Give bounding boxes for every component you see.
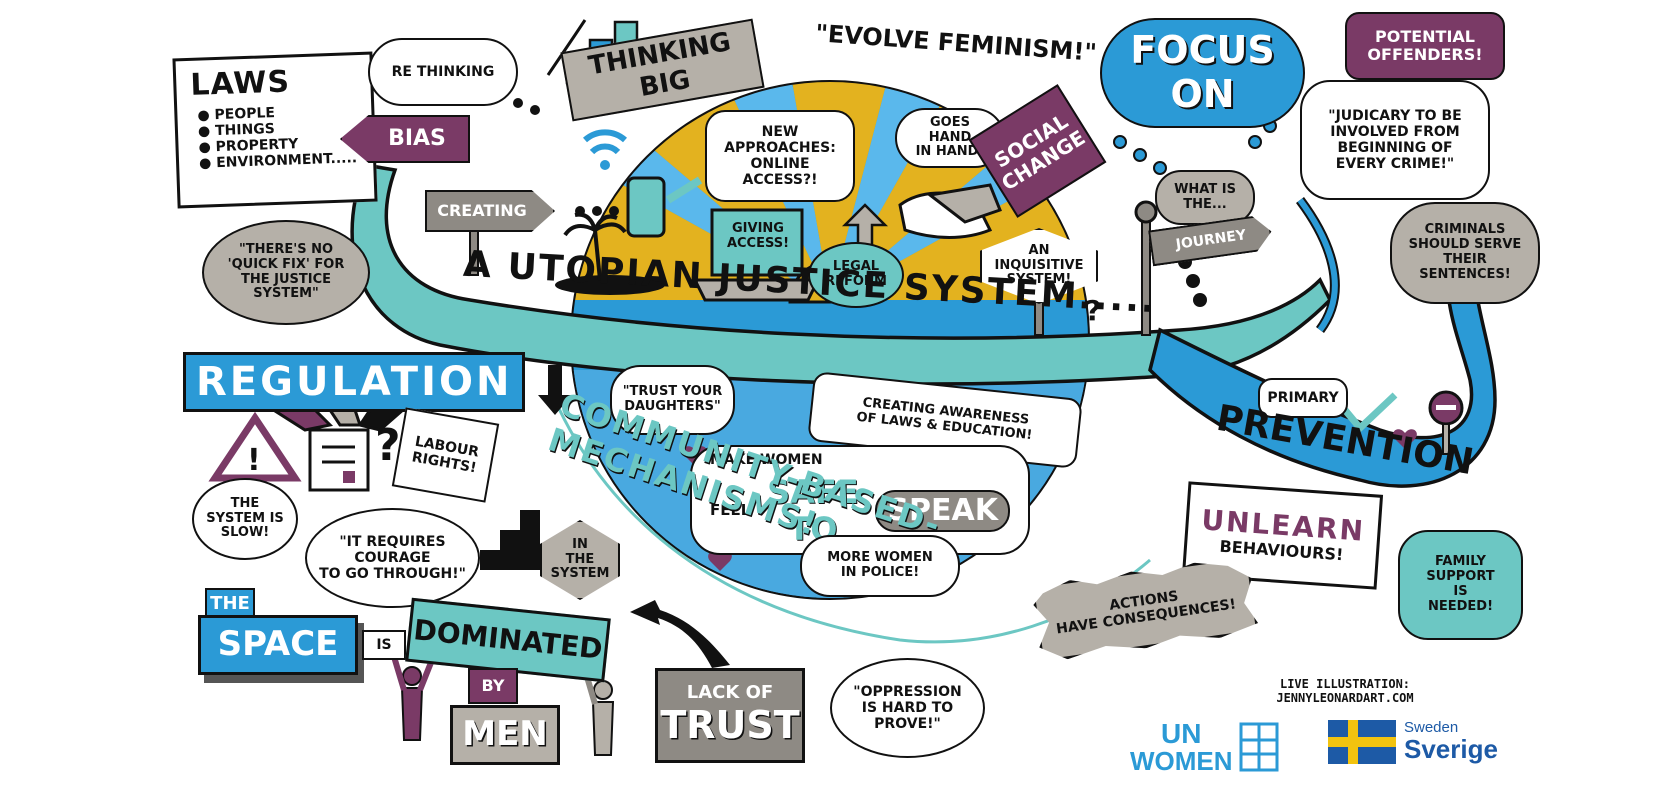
make-women-text: MAKE WOMEN — [710, 452, 823, 469]
labour-rights-card: LABOUR RIGHTS! — [391, 407, 500, 503]
main-ribbon — [350, 163, 1333, 386]
svg-text:!: ! — [247, 443, 261, 478]
handshake-icon — [898, 183, 1002, 239]
is-label: IS — [362, 630, 406, 660]
no-quick-fix-bubble: "THERE'S NO 'QUICK FIX' FOR THE JUSTICE … — [202, 220, 370, 325]
family-support-bubble: FAMILY SUPPORT IS NEEDED! — [1398, 530, 1523, 640]
oppression-bubble: "OPPRESSION IS HARD TO PROVE!" — [830, 658, 985, 758]
creating-sign: CREATING — [425, 190, 555, 232]
judiciary-quote-bubble: "JUDICARY TO BE INVOLVED FROM BEGINNING … — [1300, 80, 1490, 200]
rethinking-bubble: RE THINKING — [368, 38, 518, 106]
space-box: SPACE — [198, 615, 358, 675]
checklist-icon — [308, 428, 370, 492]
swedish-flag-icon — [1328, 720, 1396, 764]
phone-icon — [626, 176, 666, 238]
potential-offenders-badge: POTENTIAL OFFENDERS! — [1345, 12, 1505, 80]
svg-text:?: ? — [1085, 294, 1101, 327]
laptop-icon — [692, 208, 821, 302]
laws-heading: LAWS — [189, 64, 291, 103]
lack-of-trust-box: LACK OF TRUST — [655, 668, 805, 763]
criminals-bubble: CRIMINALS SHOULD SERVE THEIR SENTENCES! — [1390, 202, 1540, 304]
stairs-icon — [480, 510, 540, 570]
safe-to-text: SAFE TO — [767, 473, 859, 549]
palm-island-icon — [555, 212, 665, 295]
the-label: THE — [205, 588, 255, 620]
trust-text: TRUST — [660, 703, 800, 747]
wifi-icon — [583, 129, 627, 155]
sweden-small-text: Sweden — [1404, 719, 1459, 737]
by-label: BY — [468, 668, 518, 704]
laws-panel: LAWS ● PEOPLE ● THINGS ● PROPERTY ● ENVI… — [172, 51, 378, 209]
bias-arrow: BIAS — [340, 115, 470, 163]
trust-daughters-bubble: "TRUST YOUR DAUGHTERS" — [610, 365, 735, 435]
arrow-down-icon — [538, 365, 572, 415]
sverige-text: Sverige — [1404, 734, 1498, 765]
requires-courage-bubble: "IT REQUIRES COURAGE TO GO THROUGH!" — [305, 508, 480, 608]
safe-to-speak-card: MAKE WOMEN FEEL SAFE TO SPEAK — [690, 445, 1030, 555]
women-text: WOMEN — [1130, 746, 1233, 776]
new-approaches-bubble: NEW APPROACHES: ONLINE ACCESS?! — [705, 110, 855, 202]
giving-access-text: GIVING ACCESS! — [726, 221, 790, 251]
speak-text: SPEAK — [875, 489, 1010, 533]
focus-on-bubble: FOCUS ON — [1100, 18, 1305, 128]
what-is-the-bubble: WHAT IS THE... — [1155, 170, 1255, 225]
un-emblem-icon — [1239, 722, 1279, 772]
lack-of-text: LACK OF — [686, 682, 774, 704]
regulation-title: REGULATION — [183, 352, 526, 412]
primary-badge: PRIMARY — [1258, 378, 1348, 418]
system-slow-bubble: THE SYSTEM IS SLOW! — [192, 478, 298, 560]
feel-text: FEEL — [710, 501, 751, 520]
sweden-logo: Sweden Sverige — [1328, 720, 1498, 764]
curved-arrow-icon — [630, 600, 730, 668]
more-women-police-bubble: MORE WOMEN IN POLICE! — [800, 535, 960, 597]
un-women-logo: UN WOMEN — [1130, 720, 1279, 774]
un-text: UN — [1161, 718, 1202, 749]
people-figures — [389, 649, 435, 741]
men-box: MEN — [450, 705, 560, 765]
legal-reform-badge: LEGAL REFORM — [808, 242, 904, 308]
credit-text: LIVE ILLUSTRATION: JENNYLEONARDART.COM — [1276, 677, 1414, 705]
